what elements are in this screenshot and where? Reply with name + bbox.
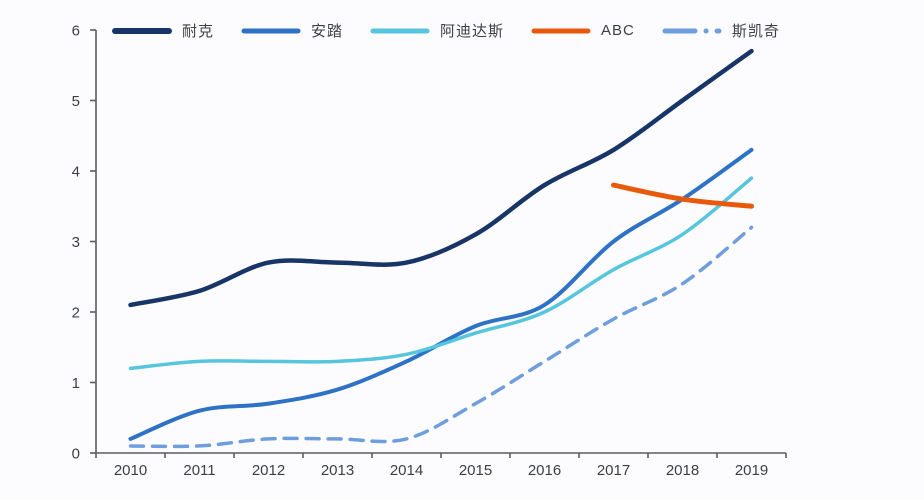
legend-label-4: 斯凯奇: [731, 23, 780, 40]
legend-item-4: 斯凯奇: [662, 20, 780, 41]
legend-item-1: 安踏: [241, 20, 343, 41]
y-tick-label: 6: [72, 23, 80, 40]
x-tick-label: 2019: [735, 462, 768, 479]
legend-item-2: 阿迪达斯: [370, 20, 504, 41]
x-tick-label: 2012: [252, 462, 285, 479]
legend-swatch-2: [370, 28, 430, 33]
legend-label-1: 安踏: [311, 23, 344, 40]
x-tick-label: 2016: [528, 462, 561, 479]
y-tick-label: 1: [72, 375, 80, 392]
axis-lines: [95, 30, 786, 454]
legend-label-0: 耐克: [182, 23, 215, 40]
x-tick-label: 2017: [597, 462, 630, 479]
legend-item-0: 耐克: [112, 20, 214, 41]
series-line-4: [128, 225, 754, 449]
series-line-2: [128, 176, 754, 371]
legend-swatch-4: [662, 28, 722, 33]
legend-label-3: ABC: [601, 22, 635, 39]
y-tick-label: 2: [72, 305, 80, 322]
x-tick-label: 2011: [183, 462, 215, 479]
x-tick-label: 2015: [459, 462, 492, 479]
y-tick-label: 4: [72, 164, 80, 181]
series-line-1: [128, 147, 754, 441]
x-tick-label: 2014: [390, 462, 423, 479]
legend-label-2: 阿迪达斯: [440, 23, 505, 40]
x-tick-label: 2018: [666, 462, 699, 479]
chart-legend: 耐克 安踏 阿迪达斯 ABC 斯凯奇: [112, 20, 780, 41]
series-line-3: [611, 182, 754, 209]
y-tick-label: 5: [72, 93, 80, 110]
x-tick-label: 2010: [114, 462, 147, 479]
y-tick-label: 3: [72, 234, 80, 251]
legend-swatch-1: [241, 28, 301, 33]
series-line-0: [128, 48, 754, 308]
legend-item-3: ABC: [531, 22, 635, 39]
y-tick-label: 0: [72, 446, 80, 463]
x-tick-label: 2013: [321, 462, 354, 479]
legend-swatch-0: [112, 27, 172, 34]
legend-swatch-3: [531, 28, 591, 33]
